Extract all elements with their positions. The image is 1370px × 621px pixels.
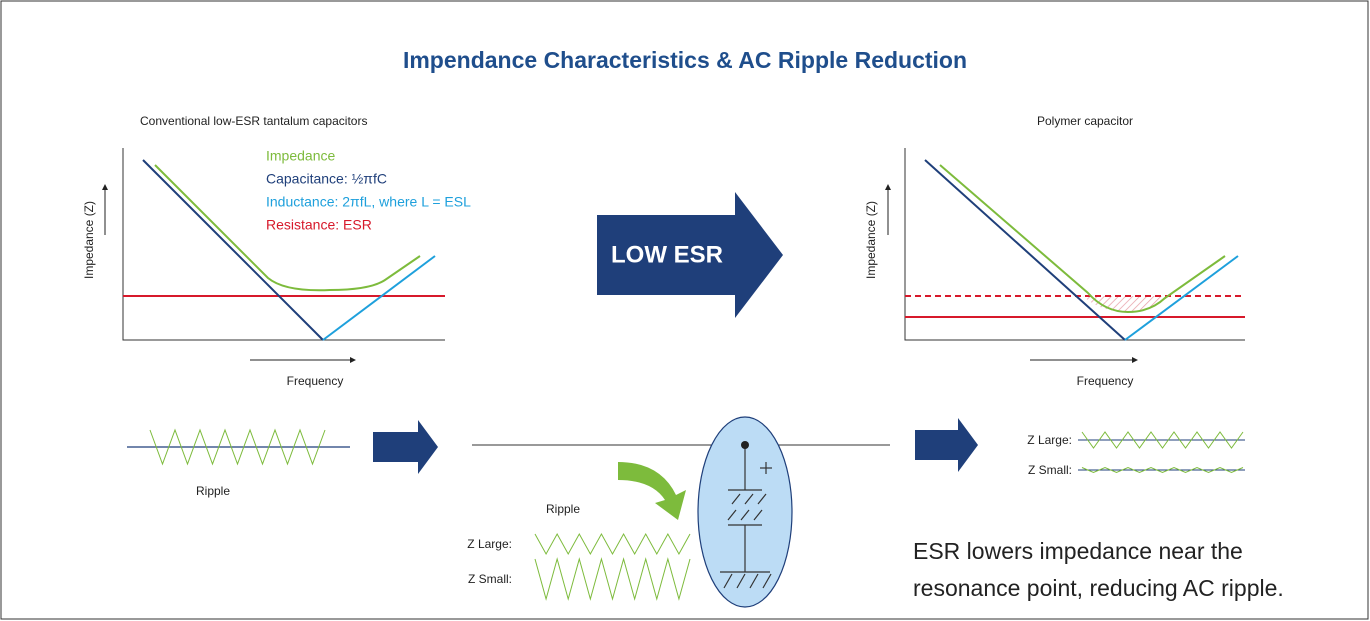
right-graph: Polymer capacitor Impedance (Z) Frequenc… [864,114,1245,388]
legend-impedance: Impedance [266,148,335,164]
input-ripple [149,428,326,466]
arrow-label: LOW ESR [611,241,723,268]
axes [122,148,445,341]
inductance-line [1124,255,1239,341]
impedance-curve [154,164,421,292]
y-label: Impedance (Z) [82,201,96,279]
inductance-line [322,255,436,341]
legend-capacitance: Capacitance: ½πfC [266,171,387,187]
legend-resistance: Resistance: ESR [266,217,372,233]
out-ripple-large [1081,431,1244,449]
capacitance-line [924,159,1126,341]
node [741,441,749,449]
input-label: Ripple [196,484,230,498]
caption: Conventional low-ESR tantalum capacitors [140,114,367,128]
ripple-large [534,532,691,556]
out-z-small-label: Z Small: [1028,463,1072,477]
z-small-label: Z Small: [468,572,512,586]
y-label: Impedance (Z) [864,201,878,279]
capacitor-symbol [720,445,772,589]
low-esr-arrow [597,192,783,318]
impedance-curve [939,164,1226,314]
reduction-area [1083,296,1168,312]
left-graph: Conventional low-ESR tantalum capacitors… [82,114,471,388]
arrow [373,420,438,474]
capacitor-highlight [697,416,793,608]
axes [904,148,1245,341]
out-ripple-small [1081,466,1244,474]
ripple-small [534,557,691,601]
legend-inductance: Inductance: 2πfL, where L = ESL [266,194,471,210]
conclusion-line: resonance point, reducing AC ripple. [913,575,1284,601]
conclusion-line: ESR lowers impedance near the [913,538,1243,564]
out-z-large-label: Z Large: [1027,433,1072,447]
middle-label: Ripple [546,502,580,516]
x-label: Frequency [287,374,344,388]
z-large-label: Z Large: [467,537,512,551]
green-arrow [618,462,686,520]
title: Impendance Characteristics & AC Ripple R… [403,47,967,73]
capacitance-line [142,159,324,341]
arrow [915,418,978,472]
x-label: Frequency [1077,374,1134,388]
caption: Polymer capacitor [1037,114,1133,128]
